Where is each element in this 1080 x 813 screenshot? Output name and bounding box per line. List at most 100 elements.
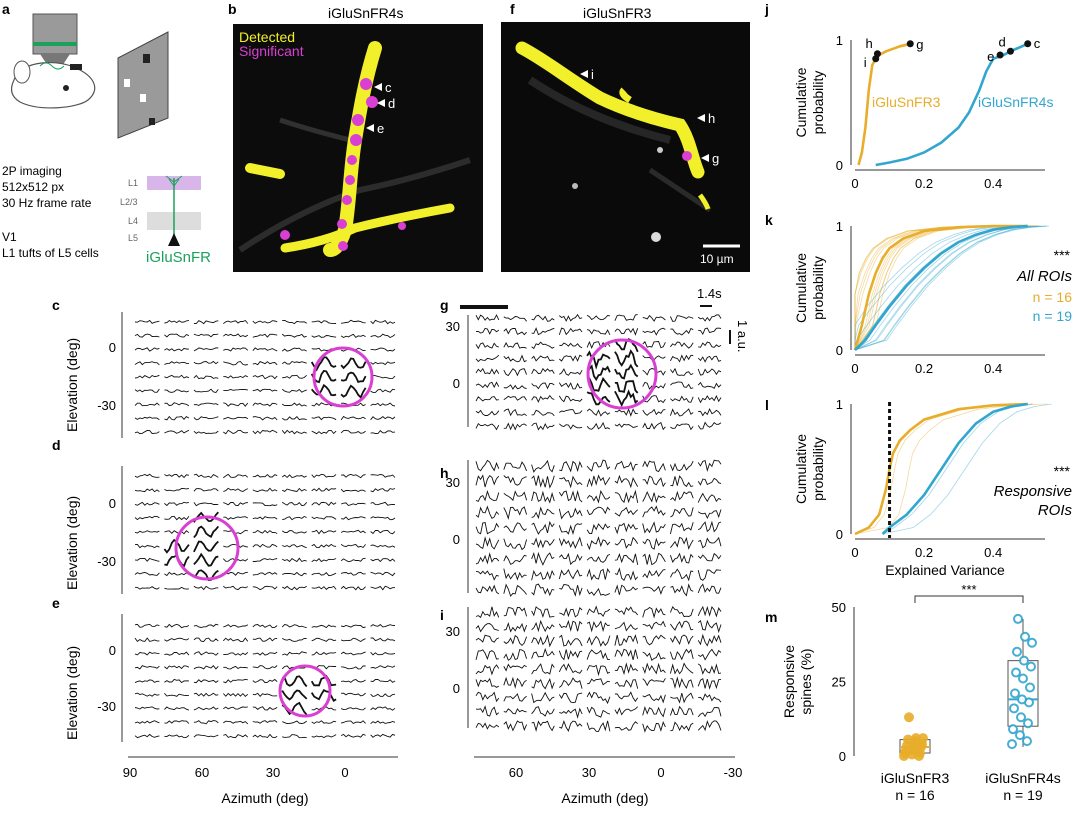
rf-trace [642,678,666,687]
laser-band-icon [33,42,77,46]
group-n: n = 19 [1003,787,1043,803]
point-label: e [987,49,994,64]
rf-trace [252,733,278,739]
rf-trace [193,665,219,670]
rf-trace [164,333,190,338]
rf-trace [134,501,160,506]
rf-trace [311,624,337,629]
rf-trace [164,586,189,590]
data-point [1009,703,1019,714]
rf-trace [370,429,396,435]
panel-label-d: d [52,437,61,453]
rf-trace [614,621,638,632]
rf-trace [670,620,694,631]
xtick: 0.2 [915,545,933,560]
rf-trace [223,652,249,656]
spine-markers: c d e [366,80,395,136]
legend-frs3: iGluSnFR3 [872,94,941,110]
rf-trace [311,585,337,591]
rf-trace [134,374,160,379]
data-point [1017,694,1027,705]
rf-trace [164,678,189,684]
rf-trace [134,530,160,534]
rf-trace [614,389,639,408]
point-label: i [864,55,867,70]
point-label: d [998,34,1005,49]
rf-trace [669,552,694,564]
marker-i: i [591,67,594,82]
rf-trace [475,327,500,335]
rf-trace [164,347,189,352]
rf-trace [193,692,219,697]
rf-trace [586,421,611,430]
rf-trace [164,623,190,629]
rf-trace [697,677,722,690]
cdf-line-iGluSnFR4s [854,224,1028,351]
rf-trace [340,544,366,549]
stimulus-square-icon [149,118,155,125]
rf-trace [164,706,190,711]
ytick: -30 [97,699,116,714]
rf-trace [475,422,500,431]
rf-trace [559,584,583,597]
rf-trace [281,689,308,701]
rf-trace [669,606,694,618]
cdf-line-iGluSnFR4s [881,402,1028,535]
rf-trace [282,675,308,688]
rf-trace [340,637,366,643]
rf-trace [614,634,639,646]
xtick: 0 [851,361,858,376]
rf-trace [134,416,160,421]
panel-b: b iGluSnFR4s Detected Significant c d e [228,1,483,272]
rf-trace [340,707,366,711]
rf-trace [697,605,722,618]
rf-trace [697,583,722,594]
xtick: 90 [123,765,137,780]
xtick: 60 [195,765,209,780]
ylabel: Cumulativeprobability [793,434,826,504]
rf-trace [193,540,219,553]
rf-trace [642,368,666,376]
rf-trace [697,395,722,404]
rf-trace [164,402,190,407]
rf-trace [503,693,527,702]
rf-trace [503,554,527,565]
rf-trace [134,402,160,407]
roi-cdf-line [854,225,1006,350]
rf-trace [311,335,337,338]
rf-trace [193,679,219,684]
rf-trace [531,706,555,717]
panel-label-e: e [52,595,60,611]
rf-trace [559,368,583,376]
rf-trace [340,429,366,434]
rf-trace [311,320,337,325]
rf-trace [341,665,366,670]
rf-trace [697,707,722,718]
rf-trace [614,522,638,535]
data-point [1016,712,1026,723]
rf-trace [340,357,367,370]
rf-trace [311,543,337,549]
data-point [1026,661,1036,672]
tuft-icon [165,175,183,187]
roi-cdf-line [854,403,1033,535]
rf-trace [370,347,396,352]
rf-trace [340,557,366,563]
ytick: 0 [836,343,843,358]
rf-trace [531,551,555,566]
rf-trace [193,552,219,567]
group-label: ROIs [1038,502,1073,519]
rf-trace [223,502,248,507]
rf-trace [282,544,307,549]
rf-trace [669,315,694,322]
rf-trace [164,637,190,642]
objective-icon [32,13,78,55]
rf-trace [642,475,666,488]
roi-cdf-line [854,403,1048,535]
panel-label-l: l [765,397,769,413]
rf-trace [559,409,583,415]
rf-trace [193,473,219,479]
imaging-info-line: 30 Hz frame rate [2,196,92,210]
point-label: c [1034,36,1041,51]
roi-cdf-line [854,225,1040,351]
